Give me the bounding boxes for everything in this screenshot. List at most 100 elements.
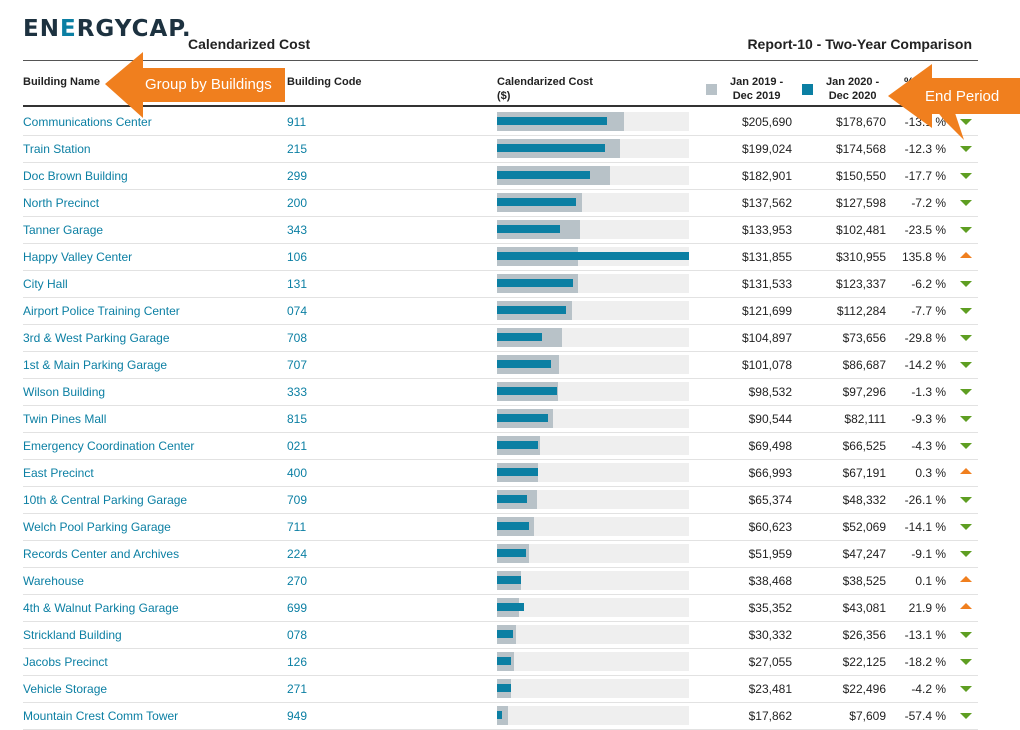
building-code-link[interactable]: 270 xyxy=(287,574,308,588)
cost-2020-value: $102,481 xyxy=(835,223,886,237)
building-code-link[interactable]: 021 xyxy=(287,439,308,453)
building-code-link[interactable]: 224 xyxy=(287,547,308,561)
cost-bar-track xyxy=(497,463,689,482)
column-header-building-code[interactable]: Building Code xyxy=(287,76,362,88)
building-name-link[interactable]: Communications Center xyxy=(23,115,152,129)
cost-2019-value: $38,468 xyxy=(748,574,792,588)
trend-up-icon xyxy=(960,576,972,582)
percent-change: 0.1 % xyxy=(915,574,946,588)
header-divider xyxy=(23,60,978,61)
building-code-link[interactable]: 708 xyxy=(287,331,308,345)
building-name-link[interactable]: Wilson Building xyxy=(23,385,106,399)
building-name-link[interactable]: Tanner Garage xyxy=(23,223,104,237)
table-row[interactable]: Vehicle Storage 271 $23,481 $22,496 -4.2 % xyxy=(23,675,978,703)
building-name-link[interactable]: Jacobs Precinct xyxy=(23,655,108,669)
table-row[interactable]: North Precinct 200 $137,562 $127,598 -7.2 % xyxy=(23,189,978,217)
table-row[interactable]: City Hall 131 $131,533 $123,337 -6.2 % xyxy=(23,270,978,298)
table-row[interactable]: 1st & Main Parking Garage 707 $101,078 $86,… xyxy=(23,351,978,379)
table-row[interactable]: Airport Police Training Center 074 $121,69… xyxy=(23,297,978,325)
building-name-link[interactable]: Welch Pool Parking Garage xyxy=(23,520,171,534)
building-code-link[interactable]: 343 xyxy=(287,223,308,237)
building-code-link[interactable]: 200 xyxy=(287,196,308,210)
trend-down-icon xyxy=(960,551,972,557)
building-code-link[interactable]: 078 xyxy=(287,628,308,642)
building-code-link[interactable]: 699 xyxy=(287,601,308,615)
column-header-cost[interactable]: Calendarized Cost ($) xyxy=(497,75,593,103)
building-name-link[interactable]: Records Center and Archives xyxy=(23,547,180,561)
building-name-link[interactable]: Doc Brown Building xyxy=(23,169,128,183)
table-row[interactable]: Jacobs Precinct 126 $27,055 $22,125 -18.2 % xyxy=(23,648,978,676)
building-code-link[interactable]: 949 xyxy=(287,709,308,723)
building-name-link[interactable]: North Precinct xyxy=(23,196,100,210)
table-row[interactable]: Records Center and Archives 224 $51,959 $47… xyxy=(23,540,978,568)
cost-bar-track xyxy=(497,220,689,239)
building-code-link[interactable]: 707 xyxy=(287,358,308,372)
column-header-building-name[interactable]: Building Name xyxy=(23,76,101,88)
building-name-link[interactable]: East Precinct xyxy=(23,466,94,480)
building-name-link[interactable]: Mountain Crest Comm Tower xyxy=(23,709,179,723)
building-code-link[interactable]: 074 xyxy=(287,304,308,318)
building-code-link[interactable]: 711 xyxy=(287,520,307,534)
building-code-link[interactable]: 911 xyxy=(287,115,307,129)
table-row[interactable]: Tanner Garage 343 $133,953 $102,481 -23.5 % xyxy=(23,216,978,244)
table-row[interactable]: Twin Pines Mall 815 $90,544 $82,111 -9.3 % xyxy=(23,405,978,433)
end-period-callout-tail-shape xyxy=(936,110,964,140)
table-row[interactable]: Train Station 215 $199,024 $174,568 -12.3 % xyxy=(23,135,978,163)
cost-bar-track xyxy=(497,436,689,455)
building-code-link[interactable]: 215 xyxy=(287,142,308,156)
building-name-link[interactable]: Happy Valley Center xyxy=(23,250,133,264)
cost-bar-track xyxy=(497,490,689,509)
building-code-link[interactable]: 106 xyxy=(287,250,308,264)
trend-down-icon xyxy=(960,416,972,422)
building-name-link[interactable]: Vehicle Storage xyxy=(23,682,108,696)
percent-change: -14.1 % xyxy=(904,520,946,534)
column-header-period2[interactable]: Jan 2020 - Dec 2020 xyxy=(826,75,879,103)
cost-2019-value: $182,901 xyxy=(741,169,792,183)
cost-bar-2020 xyxy=(497,522,529,530)
group-by-callout-shape xyxy=(105,52,285,118)
building-name-link[interactable]: 4th & Walnut Parking Garage xyxy=(23,601,179,615)
table-row[interactable]: Communications Center 911 $205,690 $178,670… xyxy=(23,108,978,136)
table-row[interactable]: Mountain Crest Comm Tower 949 $17,862 $7,60… xyxy=(23,702,978,730)
building-name-link[interactable]: Emergency Coordination Center xyxy=(23,439,195,453)
column-header-period1[interactable]: Jan 2019 - Dec 2019 xyxy=(730,75,783,103)
building-name-link[interactable]: 10th & Central Parking Garage xyxy=(23,493,188,507)
building-code-link[interactable]: 131 xyxy=(287,277,308,291)
building-name-link[interactable]: City Hall xyxy=(23,277,68,291)
building-code-link[interactable]: 709 xyxy=(287,493,308,507)
building-name-link[interactable]: Strickland Building xyxy=(23,628,122,642)
building-code-link[interactable]: 126 xyxy=(287,655,308,669)
table-row[interactable]: Doc Brown Building 299 $182,901 $150,550 -17… xyxy=(23,162,978,190)
building-name-link[interactable]: 1st & Main Parking Garage xyxy=(23,358,168,372)
legend-swatch-2020 xyxy=(802,84,813,95)
table-row[interactable]: Strickland Building 078 $30,332 $26,356 -13.… xyxy=(23,621,978,649)
cost-bar-track xyxy=(497,139,689,158)
building-name-link[interactable]: Train Station xyxy=(23,142,91,156)
table-row[interactable]: Happy Valley Center 106 $131,855 $310,955 13… xyxy=(23,243,978,271)
table-row[interactable]: Welch Pool Parking Garage 711 $60,623 $52,0… xyxy=(23,513,978,541)
table-row[interactable]: 4th & Walnut Parking Garage 699 $35,352 $43… xyxy=(23,594,978,622)
table-row[interactable]: 3rd & West Parking Garage 708 $104,897 $73,… xyxy=(23,324,978,352)
building-code-link[interactable]: 333 xyxy=(287,385,308,399)
building-name-link[interactable]: Airport Police Training Center xyxy=(23,304,180,318)
building-code-link[interactable]: 815 xyxy=(287,412,308,426)
building-name-link[interactable]: 3rd & West Parking Garage xyxy=(23,331,170,345)
cost-bar-2020 xyxy=(497,387,557,395)
trend-down-icon xyxy=(960,335,972,341)
table-row[interactable]: East Precinct 400 $66,993 $67,191 0.3 % xyxy=(23,459,978,487)
table-row[interactable]: 10th & Central Parking Garage 709 $65,374 $… xyxy=(23,486,978,514)
table-row[interactable]: Warehouse 270 $38,468 $38,525 0.1 % xyxy=(23,567,978,595)
cost-2019-value: $30,332 xyxy=(748,628,792,642)
table-row[interactable]: Wilson Building 333 $98,532 $97,296 -1.3 % xyxy=(23,378,978,406)
table-row[interactable]: Emergency Coordination Center 021 $69,498 $… xyxy=(23,432,978,460)
building-code-link[interactable]: 400 xyxy=(287,466,308,480)
cost-2020-value: $86,687 xyxy=(842,358,886,372)
trend-down-icon xyxy=(960,308,972,314)
building-code-link[interactable]: 299 xyxy=(287,169,308,183)
building-code-link[interactable]: 271 xyxy=(287,682,308,696)
cost-2020-value: $26,356 xyxy=(842,628,886,642)
building-name-link[interactable]: Twin Pines Mall xyxy=(23,412,107,426)
cost-2019-value: $27,055 xyxy=(748,655,792,669)
cost-bar-track xyxy=(497,652,689,671)
building-name-link[interactable]: Warehouse xyxy=(23,574,84,588)
